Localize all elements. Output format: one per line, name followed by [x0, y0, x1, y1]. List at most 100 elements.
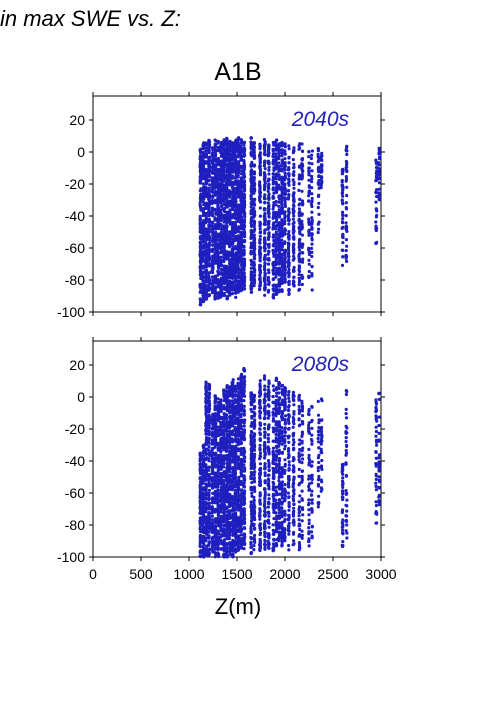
scatter-point	[222, 207, 226, 212]
scatter-point	[267, 268, 271, 272]
scatter-point	[199, 221, 203, 225]
scatter-point	[307, 217, 311, 221]
scatter-point	[207, 402, 211, 406]
scatter-point	[316, 230, 320, 235]
scatter-point	[202, 175, 206, 179]
y-tick-label: -40	[65, 208, 85, 224]
scatter-point	[300, 282, 304, 287]
scatter-point	[207, 480, 211, 485]
scatter-point	[267, 146, 271, 150]
scatter-point	[219, 201, 223, 205]
scatter-point	[377, 161, 381, 165]
scatter-point	[252, 244, 256, 248]
scatter-point	[201, 469, 205, 473]
scatter-point	[236, 279, 240, 283]
scatter-point	[198, 511, 202, 515]
scatter-point	[310, 236, 314, 241]
scatter-point	[204, 492, 208, 496]
scatter-point	[297, 147, 301, 151]
scatter-point	[219, 267, 224, 271]
scatter-point	[310, 227, 314, 231]
scatter-point	[207, 534, 211, 538]
x-tick-label: 500	[129, 566, 153, 582]
scatter-point	[301, 251, 305, 255]
scatter-point	[198, 226, 203, 230]
scatter-point	[292, 204, 296, 208]
scatter-point	[231, 276, 235, 280]
scatter-point	[282, 166, 287, 170]
scatter-point	[271, 216, 275, 220]
scatter-point	[201, 289, 205, 294]
scatter-point	[292, 186, 296, 190]
scatter-point	[266, 235, 271, 240]
scatter-point	[249, 173, 253, 177]
scatter-point	[222, 250, 226, 254]
scatter-point	[307, 189, 311, 193]
scatter-point	[267, 250, 271, 254]
scatter-point	[242, 220, 246, 224]
scatter-point	[287, 166, 291, 170]
scatter-point	[291, 149, 296, 153]
scatter-point	[204, 175, 208, 179]
scatter-point	[287, 292, 291, 296]
scatter-point	[277, 161, 281, 165]
scatter-point	[230, 266, 234, 270]
scatter-point	[219, 241, 223, 245]
scatter-point	[201, 213, 205, 218]
scatter-point	[271, 225, 275, 229]
scatter-point	[236, 207, 240, 211]
scatter-point	[211, 194, 215, 198]
scatter-point	[258, 246, 262, 250]
scatter-point	[280, 197, 284, 202]
scatter-point	[307, 194, 311, 198]
scatter-point	[249, 241, 253, 245]
scatter-point	[300, 157, 304, 161]
scatter-point	[230, 176, 235, 180]
scatter-point	[207, 465, 211, 469]
scatter-point	[216, 413, 220, 418]
scatter-point	[228, 279, 232, 284]
scatter-point	[287, 262, 291, 266]
scatter-point	[207, 421, 211, 425]
scatter-point	[211, 243, 215, 247]
scatter-point	[204, 457, 208, 461]
scatter-point	[242, 284, 247, 288]
scatter-point	[219, 146, 223, 150]
scatter-point	[258, 206, 262, 210]
scatter-point	[287, 235, 291, 239]
x-tick-label: 1000	[173, 566, 204, 582]
scatter-point	[258, 284, 262, 288]
scatter-point	[263, 144, 267, 148]
scatter-point	[243, 153, 247, 157]
scatter-point	[377, 177, 381, 181]
scatter-point	[274, 214, 278, 218]
scatter-point	[249, 266, 253, 270]
scatter-point	[214, 208, 218, 212]
scatter-point	[307, 161, 311, 165]
scatter-point	[252, 199, 256, 203]
scatter-point	[310, 204, 314, 209]
scatter-point	[249, 169, 253, 174]
scatter-point	[242, 204, 246, 208]
scatter-point	[236, 145, 240, 150]
scatter-point	[300, 219, 304, 223]
scatter-point	[222, 214, 226, 218]
scatter-point	[274, 245, 278, 249]
scatter-point	[307, 169, 311, 173]
scatter-point	[258, 165, 262, 169]
scatter-point	[216, 270, 220, 274]
scatter-point	[292, 248, 296, 252]
scatter-point	[207, 488, 211, 492]
scatter-point	[252, 156, 256, 160]
scatter-point	[207, 230, 211, 234]
scatter-point	[287, 210, 291, 214]
scatter-point	[216, 259, 220, 263]
scatter-point	[207, 262, 211, 266]
scatter-point	[297, 207, 301, 211]
scatter-point	[283, 240, 287, 244]
scatter-point	[274, 254, 278, 258]
scatter-point	[249, 230, 253, 234]
scatter-point	[292, 165, 296, 169]
scatter-point	[274, 275, 278, 279]
scatter-point	[210, 518, 214, 522]
